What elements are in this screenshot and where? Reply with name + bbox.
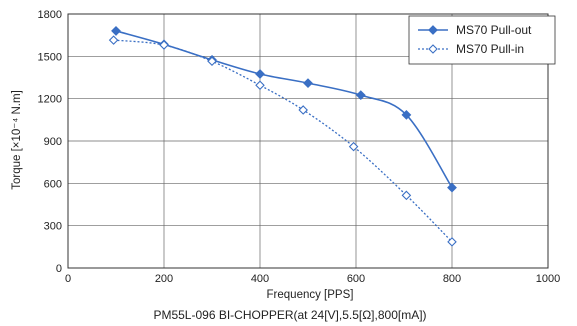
pull-out-data-point xyxy=(303,78,313,89)
y-tick-label: 1200 xyxy=(38,94,62,106)
pull-out-data-point xyxy=(355,90,366,101)
chart-caption: PM55L-096 BI-CHOPPER(at 24[V],5.5[Ω],800… xyxy=(153,308,426,322)
pull-in-data-point xyxy=(298,105,308,115)
pull-out-data-point xyxy=(401,109,412,120)
pull-in-series xyxy=(108,35,457,247)
pull-out-series xyxy=(111,26,457,193)
x-tick-label: 400 xyxy=(251,273,269,285)
y-tick-label: 900 xyxy=(44,136,62,148)
x-tick-label: 800 xyxy=(443,273,461,285)
legend-pull-in-marker xyxy=(428,44,438,54)
y-tick-label: 300 xyxy=(44,221,62,233)
y-axis-label: Torque [×10⁻⁴ N.m] xyxy=(11,90,23,190)
pull-out-data-point xyxy=(447,182,457,193)
pull-in-data-point xyxy=(207,56,217,67)
pull-in-line xyxy=(113,39,453,243)
pull-in-data-point xyxy=(447,237,457,247)
legend: MS70 Pull-out MS70 Pull-in xyxy=(408,15,556,65)
y-tick-label: 600 xyxy=(44,178,62,190)
pull-in-data-point xyxy=(255,80,265,91)
legend-pull-out-label: MS70 Pull-out xyxy=(456,23,532,37)
pull-in-data-point xyxy=(159,40,169,50)
y-tick-label: 1500 xyxy=(38,51,62,63)
x-tick-label: 1000 xyxy=(536,273,560,285)
y-tick-label: 0 xyxy=(56,263,62,275)
tick-labels: 0 200 400 600 800 1000 0 300 600 900 1200 1500 1800 xyxy=(38,9,561,285)
series-layer xyxy=(108,26,457,247)
x-axis-label: Frequency [PPS] xyxy=(267,289,354,301)
pull-in-data-point xyxy=(401,190,412,201)
pull-out-data-point xyxy=(255,69,265,79)
pull-in-data-point xyxy=(108,35,119,45)
pull-out-data-point xyxy=(111,26,121,36)
y-tick-label: 1800 xyxy=(38,9,62,21)
x-tick-label: 0 xyxy=(65,273,71,285)
legend-box xyxy=(408,15,556,65)
x-tick-label: 600 xyxy=(347,273,365,285)
legend-pull-out-marker xyxy=(428,25,438,35)
legend-pull-in-label: MS70 Pull-in xyxy=(456,42,524,56)
plot-area-frame xyxy=(67,13,549,269)
pull-out-line xyxy=(115,30,453,188)
x-tick-label: 200 xyxy=(155,273,173,285)
pull-in-data-point xyxy=(348,141,359,152)
